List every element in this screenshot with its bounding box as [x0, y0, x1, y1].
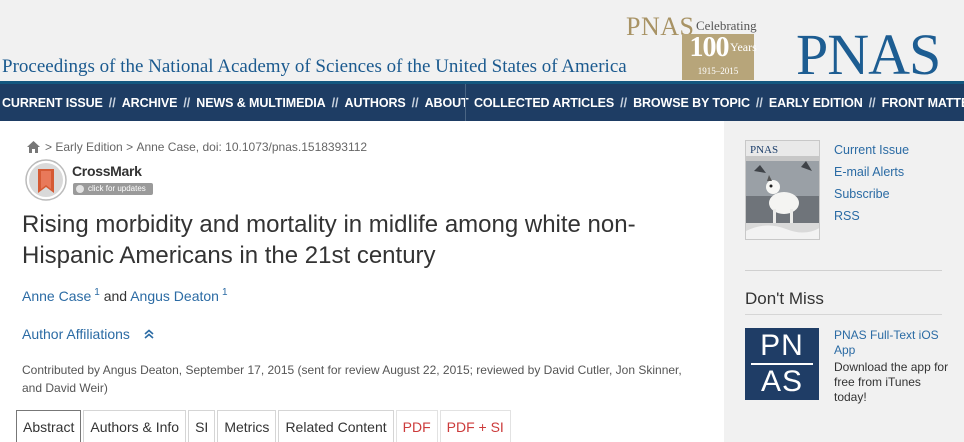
centennial-seal: 100 Years 1915–2015	[682, 32, 757, 80]
link-subscribe[interactable]: Subscribe	[834, 187, 890, 201]
breadcrumb: > Early Edition > Anne Case, doi: 10.107…	[27, 140, 367, 154]
chevron-up-icon[interactable]	[144, 329, 154, 339]
article-title: Rising morbidity and mortality in midlif…	[22, 211, 636, 269]
sidebar-divider	[745, 270, 942, 271]
sidebar: PNAS Current Issue E-mail Alerts Subscri…	[724, 121, 964, 442]
crossmark-icon	[25, 159, 67, 201]
nav-browse-by-topic[interactable]: BROWSE BY TOPIC	[633, 95, 750, 110]
nav-group-secondary: COLLECTED ARTICLES // BROWSE BY TOPIC //…	[474, 84, 964, 121]
pnas-logo[interactable]: PNAS	[796, 22, 941, 87]
app-tile-rule	[751, 363, 813, 365]
author-name: Angus Deaton	[130, 288, 219, 304]
nav-separator: //	[620, 95, 628, 110]
tab-pdf[interactable]: PDF	[395, 410, 438, 442]
nav-divider	[465, 84, 466, 121]
tab-pdf-si[interactable]: PDF + SI	[439, 410, 511, 442]
author-joiner: and	[103, 288, 128, 304]
masthead: Proceedings of the National Academy of S…	[0, 0, 964, 87]
centennial-celebrating-text: Celebrating	[696, 18, 757, 33]
author-affiliation-marker[interactable]: 1	[221, 287, 228, 298]
nav-separator: //	[755, 95, 763, 110]
centennial-badge[interactable]: PNAS Celebrating 100 Years 1915–2015	[622, 10, 760, 80]
author-link[interactable]: Anne Case 1	[22, 287, 100, 304]
author-list: Anne Case 1 and Angus Deaton 1	[22, 287, 228, 304]
author-affiliation-marker[interactable]: 1	[94, 287, 100, 298]
main-nav: CURRENT ISSUE // ARCHIVE // NEWS & MULTI…	[0, 81, 964, 121]
centennial-years: Years	[730, 40, 757, 54]
link-current-issue[interactable]: Current Issue	[834, 143, 910, 157]
tab-si[interactable]: SI	[188, 410, 216, 442]
pnas-app-icon[interactable]: PN AS	[745, 328, 819, 400]
crossmark-dot-icon	[76, 185, 84, 193]
author-name: Anne Case	[22, 288, 92, 304]
contributed-by-note: Contributed by Angus Deaton, September 1…	[22, 363, 682, 395]
nav-current-issue[interactable]: CURRENT ISSUE	[2, 95, 103, 110]
tab-abstract[interactable]: Abstract	[16, 410, 82, 442]
app-tile-line2: AS	[760, 365, 804, 398]
nav-separator: //	[108, 95, 116, 110]
cover-illustration: PNAS	[746, 141, 819, 239]
tab-metrics[interactable]: Metrics	[217, 410, 277, 442]
nav-collected-articles[interactable]: COLLECTED ARTICLES	[474, 95, 615, 110]
nav-early-edition[interactable]: EARLY EDITION	[768, 95, 863, 110]
tab-related-content[interactable]: Related Content	[278, 410, 394, 442]
author-affiliations-toggle[interactable]: Author Affiliations	[22, 326, 154, 342]
breadcrumb-separator: >	[45, 140, 53, 154]
app-tile-line1: PN	[760, 329, 804, 362]
nav-about[interactable]: ABOUT	[424, 95, 469, 110]
sidebar-quick-links: Current Issue E-mail Alerts Subscribe RS…	[834, 139, 909, 227]
article-panel: > Early Edition > Anne Case, doi: 10.107…	[0, 121, 724, 442]
author-affiliations-label: Author Affiliations	[22, 326, 130, 342]
nav-archive[interactable]: ARCHIVE	[121, 95, 178, 110]
journal-name[interactable]: Proceedings of the National Academy of S…	[2, 56, 627, 77]
nav-separator: //	[331, 95, 339, 110]
home-icon[interactable]	[27, 141, 40, 153]
nav-authors[interactable]: AUTHORS	[344, 95, 406, 110]
link-email-alerts[interactable]: E-mail Alerts	[834, 165, 905, 179]
app-promo-description: Download the app for free from iTunes to…	[834, 360, 949, 404]
link-rss[interactable]: RSS	[834, 209, 860, 223]
crossmark-badge[interactable]: CrossMark click for updates	[22, 159, 157, 201]
nav-separator: //	[411, 95, 419, 110]
nav-group-primary: CURRENT ISSUE // ARCHIVE // NEWS & MULTI…	[2, 84, 469, 121]
centennial-range: 1915–2015	[697, 66, 739, 76]
sidebar-divider	[745, 314, 942, 315]
tab-authors-info[interactable]: Authors & Info	[83, 410, 187, 442]
cover-title: PNAS	[750, 144, 778, 156]
crossmark-pill: click for updates	[73, 183, 153, 195]
breadcrumb-early-edition[interactable]: Early Edition	[55, 140, 123, 154]
nav-separator: //	[183, 95, 191, 110]
centennial-number: 100	[689, 32, 730, 63]
breadcrumb-separator: >	[126, 140, 134, 154]
breadcrumb-current: Anne Case, doi: 10.1073/pnas.1518393112	[136, 140, 368, 154]
nav-front-matter[interactable]: FRONT MATTER	[881, 95, 964, 110]
dont-miss-heading: Don't Miss	[745, 289, 824, 308]
nav-separator: //	[868, 95, 876, 110]
crossmark-title: CrossMark	[72, 163, 142, 179]
current-issue-cover[interactable]: PNAS	[745, 140, 820, 240]
crossmark-subtitle: click for updates	[88, 184, 146, 193]
nav-news-multimedia[interactable]: NEWS & MULTIMEDIA	[196, 95, 326, 110]
article-tabs: Abstract Authors & Info SI Metrics Relat…	[16, 410, 513, 442]
app-promo-link[interactable]: PNAS Full-Text iOS App	[834, 328, 939, 357]
author-link[interactable]: Angus Deaton 1	[130, 287, 228, 304]
